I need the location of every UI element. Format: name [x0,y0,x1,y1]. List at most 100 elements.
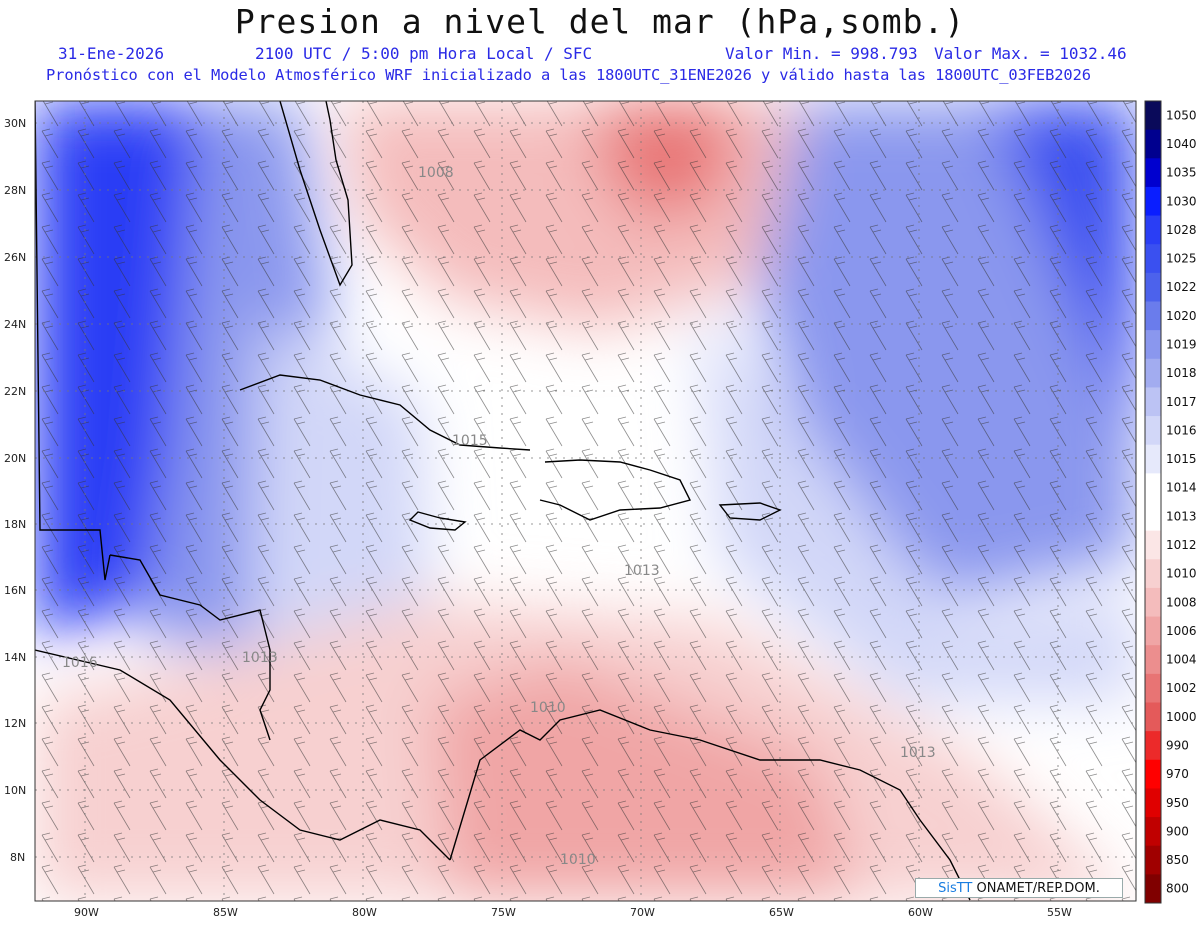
model-info: Pronóstico con el Modelo Atmosférico WRF… [46,66,1091,84]
colorbar-swatch [1145,559,1161,589]
colorbar-swatch [1145,673,1161,703]
lon-axis: 90W 85W 80W 75W 70W 65W 60W 55W [74,906,1072,919]
colorbar-label: 1030 [1166,194,1197,208]
colorbar-label: 1028 [1166,223,1197,237]
colorbar-swatch [1145,129,1161,159]
colorbar-swatch [1145,731,1161,761]
map-field: 1008 1015 1013 1013 1016 1010 1013 1010 [35,101,1136,901]
lon-label: 65W [769,906,794,919]
colorbar-label: 990 [1166,738,1189,752]
colorbar-swatch [1145,874,1161,904]
colorbar-swatch [1145,416,1161,446]
contour-label: 1010 [560,852,596,868]
lat-label: 30N [4,117,26,130]
lat-axis: 30N 28N 26N 24N 22N 20N 18N 16N 14N 12N … [4,117,26,864]
contour-label: 1015 [452,433,488,449]
colorbar-swatch [1145,473,1161,503]
colorbar-swatch [1145,702,1161,732]
lon-label: 80W [352,906,377,919]
colorbar-label: 1013 [1166,509,1197,523]
colorbar-label: 1016 [1166,423,1197,437]
colorbar-label: 1010 [1166,567,1197,581]
colorbar-label: 1018 [1166,366,1197,380]
colorbar-swatch [1145,759,1161,789]
colorbar-swatch [1145,845,1161,875]
colorbar-label: 1002 [1166,681,1197,695]
lat-label: 20N [4,452,26,465]
colorbar-swatch [1145,330,1161,360]
colorbar-swatch [1145,444,1161,474]
colorbar-label: 1006 [1166,624,1197,638]
colorbar-label: 1019 [1166,337,1197,351]
colorbar-swatch [1145,502,1161,532]
colorbar-legend: 1050 1040 1035 1030 1028 1025 1022 1020 1019 1018… [1144,100,1197,904]
lat-label: 10N [4,784,26,797]
lat-label: 16N [4,584,26,597]
colorbar-label: 950 [1166,796,1189,810]
colorbar-label: 800 [1166,882,1189,896]
forecast-date: 31-Ene-2026 [58,44,164,63]
colorbar-label: 1008 [1166,595,1197,609]
colorbar-label: 1020 [1166,309,1197,323]
colorbar-swatch [1145,186,1161,217]
lat-label: 28N [4,184,26,197]
colorbar-label: 1017 [1166,395,1197,409]
lon-label: 85W [213,906,238,919]
lon-label: 90W [74,906,99,919]
lat-label: 26N [4,251,26,264]
colorbar-label: 1012 [1166,538,1197,552]
max-value: Valor Max. = 1032.46 [934,44,1127,63]
colorbar-label: 1022 [1166,280,1197,294]
lat-label: 18N [4,518,26,531]
colorbar-swatch [1145,358,1161,388]
contour-label: 1010 [530,700,566,716]
lat-label: 8N [10,851,25,864]
colorbar-label: 1004 [1166,653,1197,667]
colorbar-swatch [1145,645,1161,675]
lon-label: 55W [1047,906,1072,919]
colorbar-label: 1040 [1166,137,1197,151]
contour-label: 1013 [242,650,278,666]
colorbar-label: 900 [1166,824,1189,838]
colorbar-swatch [1145,587,1161,618]
contour-label: 1008 [418,165,454,181]
contour-label: 1016 [62,655,98,671]
colorbar-label: 1050 [1166,108,1197,122]
lat-label: 14N [4,651,26,664]
credit-box: SisTT ONAMET/REP.DOM. [915,878,1123,898]
credit-text: ONAMET/REP.DOM. [972,881,1100,896]
colorbar-swatch [1145,616,1161,646]
contour-label: 1013 [900,745,936,761]
colorbar-swatch [1145,788,1161,818]
colorbar-swatch [1145,158,1161,188]
colorbar-swatch [1145,244,1161,274]
sistt-logo: SisTT [938,881,973,896]
colorbar-swatch [1145,530,1161,560]
coastlines [35,101,971,901]
colorbar-label: 970 [1166,767,1189,781]
colorbar-swatch [1145,387,1161,417]
colorbar-label: 1035 [1166,166,1197,180]
lat-label: 22N [4,385,26,398]
lat-label: 12N [4,717,26,730]
contour-label: 1013 [624,563,660,579]
colorbar-swatch [1145,817,1161,847]
colorbar-swatch [1145,301,1161,331]
lon-label: 70W [630,906,655,919]
colorbar-label: 1015 [1166,452,1197,466]
colorbar-swatch [1145,272,1161,302]
colorbar-label: 1014 [1166,481,1197,495]
lon-label: 75W [491,906,516,919]
map-title: Presion a nivel del mar (hPa,somb.) [234,2,966,41]
min-value: Valor Min. = 998.793 [725,44,918,63]
colorbar-label: 1000 [1166,710,1197,724]
colorbar-label: 850 [1166,853,1189,867]
forecast-time: 2100 UTC / 5:00 pm Hora Local / SFC [255,44,593,63]
colorbar-label: 1025 [1166,252,1197,266]
lon-label: 60W [908,906,933,919]
colorbar-swatch [1145,101,1161,131]
lat-label: 24N [4,318,26,331]
colorbar-swatch [1145,215,1161,245]
colorbar-frame [1144,100,1162,904]
